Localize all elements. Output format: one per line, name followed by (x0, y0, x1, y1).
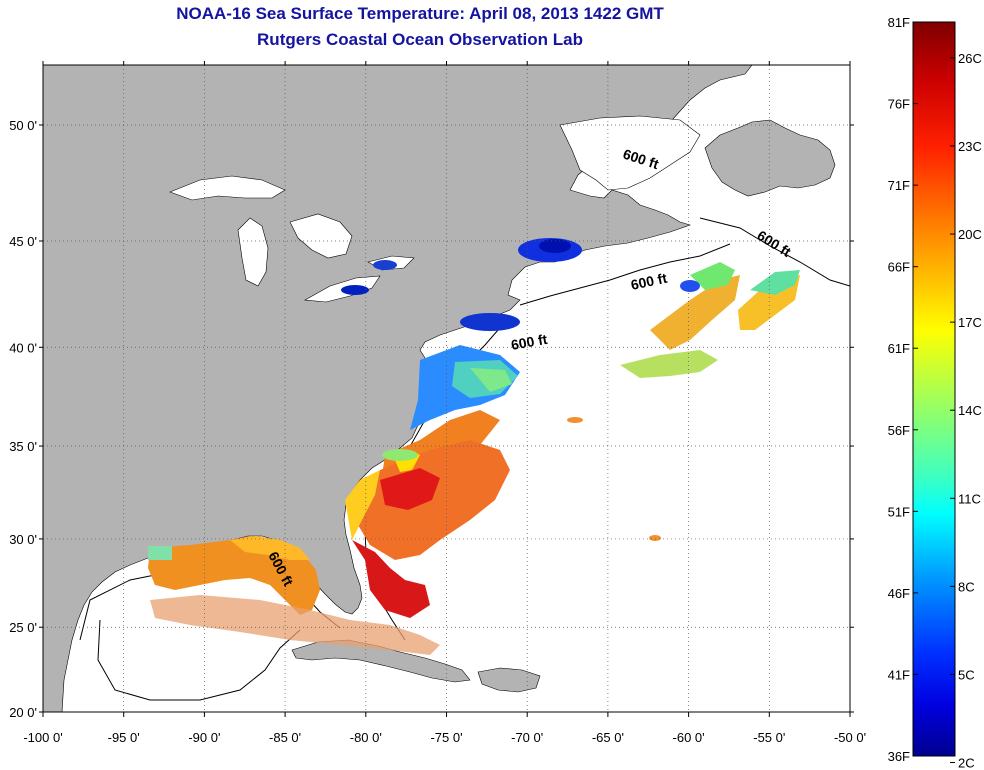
newfoundland-land (704, 119, 836, 197)
colorbar-label-f: 51F (888, 504, 910, 519)
x-tick-label: -90 0' (188, 730, 220, 745)
y-tick-label: 30 0' (9, 532, 37, 547)
y-tick-label: 25 0' (9, 620, 37, 635)
x-tick-label: -55 0' (753, 730, 785, 745)
colorbar-label-f: 56F (888, 423, 910, 438)
x-axis: -100 0' -95 0' -90 0' -85 0' -80 0' -75 0' -70… (23, 61, 866, 745)
colorbar-label-c: 14C (958, 403, 982, 418)
x-tick-label: -95 0' (108, 730, 140, 745)
y-tick-label: 45 0' (9, 234, 37, 249)
colorbar-label-f: 61F (888, 341, 910, 356)
colorbar-label-f: 76F (888, 97, 910, 112)
colorbar-label-c: 23C (958, 139, 982, 154)
x-tick-label: -85 0' (269, 730, 301, 745)
great-lakes (169, 175, 415, 303)
title-line-1: NOAA-16 Sea Surface Temperature: April 0… (176, 4, 664, 23)
x-tick-label: -80 0' (350, 730, 382, 745)
title-line-2: Rutgers Coastal Ocean Observation Lab (257, 30, 583, 49)
x-tick-label: -50 0' (834, 730, 866, 745)
y-tick-label: 50 0' (9, 118, 37, 133)
depth-label-4: 600 ft (510, 331, 549, 353)
colorbar-label-c: 2C (958, 756, 975, 770)
colorbar-celsius-labels: 26C 23C 20C 17C 14C 11C 8C 5C 2C (950, 51, 982, 770)
colorbar-label-f: 66F (888, 260, 910, 275)
colorbar-label-f: 71F (888, 178, 910, 193)
colorbar-label-f: 36F (888, 749, 910, 764)
colorbar-label-c: 20C (958, 227, 982, 242)
colorbar-label-c: 5C (958, 667, 975, 682)
colorbar (912, 21, 956, 757)
x-tick-label: -65 0' (592, 730, 624, 745)
x-tick-label: -75 0' (430, 730, 462, 745)
depth-label-3: 600 ft (629, 270, 668, 293)
graticule (43, 65, 850, 712)
y-tick-label: 40 0' (9, 340, 37, 355)
x-tick-label: -70 0' (511, 730, 543, 745)
colorbar-label-c: 26C (958, 51, 982, 66)
y-axis: 20 0' 25 0' 30 0' 35 0' 40 0' 45 0' 50 0' (9, 118, 854, 720)
y-tick-label: 35 0' (9, 439, 37, 454)
sst-data-layer (148, 238, 800, 655)
x-tick-label: -60 0' (673, 730, 705, 745)
gulf-of-st-lawrence (559, 115, 701, 191)
colorbar-label-f: 81F (888, 15, 910, 30)
x-tick-label: -100 0' (23, 730, 62, 745)
colorbar-label-f: 41F (888, 667, 910, 682)
colorbar-label-c: 11C (958, 491, 981, 506)
hispaniola-land (477, 667, 541, 693)
colorbar-label-c: 17C (958, 315, 982, 330)
colorbar-fahrenheit-labels: 81F 76F 71F 66F 61F 56F 51F 46F 41F 36F (888, 15, 918, 764)
colorbar-label-f: 46F (888, 586, 910, 601)
colorbar-label-c: 8C (958, 579, 975, 594)
y-tick-label: 20 0' (9, 705, 37, 720)
